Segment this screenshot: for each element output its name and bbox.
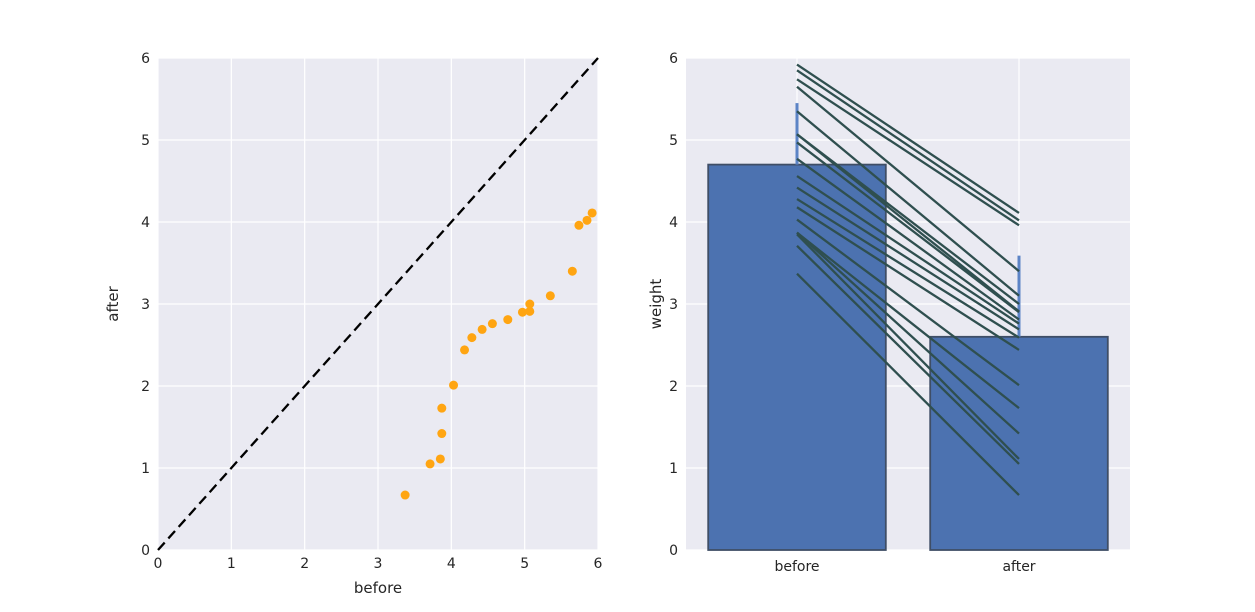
scatter-point xyxy=(467,333,477,343)
y-tick-label: 2 xyxy=(141,379,150,395)
scatter-point xyxy=(487,319,497,329)
scatter-point xyxy=(437,403,447,413)
identity-line-layer xyxy=(157,57,599,551)
bar-tick-labels: 0 1 2 3 4 5 6 xyxy=(669,51,678,559)
paired-line xyxy=(796,231,1020,435)
paired-line xyxy=(796,206,1020,351)
paired-line xyxy=(796,231,1020,410)
x-tick-label: 3 xyxy=(374,556,383,572)
paired-line xyxy=(796,69,1020,222)
bar-after xyxy=(929,335,1109,551)
scatter-point xyxy=(567,266,577,276)
scatter-point xyxy=(582,215,592,225)
scatter-point xyxy=(525,306,535,316)
scatter-point xyxy=(503,315,513,325)
y-tick-label: 5 xyxy=(669,133,678,149)
paired-line xyxy=(796,85,1020,273)
bar-category-label-after: after xyxy=(1002,559,1035,575)
paired-line xyxy=(796,110,1020,297)
x-tick-label: 4 xyxy=(447,556,456,572)
y-tick-label: 2 xyxy=(669,379,678,395)
paired-line xyxy=(796,133,1020,305)
scatter-tick-labels: 0 1 2 3 4 5 6 0 1 2 3 4 5 6 xyxy=(141,51,602,572)
paired-line xyxy=(796,157,1020,321)
paired-line xyxy=(796,198,1020,339)
scatter-point xyxy=(460,345,470,355)
x-tick-label: 1 xyxy=(227,556,236,572)
paired-line xyxy=(796,272,1020,496)
paired-line xyxy=(796,244,1020,465)
y-tick-label: 6 xyxy=(669,51,678,67)
paired-line xyxy=(796,175,1020,325)
scatter-point xyxy=(517,307,527,317)
bar-before xyxy=(707,163,887,551)
y-tick-label: 0 xyxy=(669,543,678,559)
bar-category-label-before: before xyxy=(774,559,819,575)
y-tick-label: 5 xyxy=(141,133,150,149)
scatter-point xyxy=(587,208,597,218)
identity-dashed-line xyxy=(157,57,599,551)
y-tick-label: 4 xyxy=(141,215,150,231)
scatter-yaxis-label: after xyxy=(104,285,122,321)
y-tick-label: 1 xyxy=(141,461,150,477)
paired-lines-layer xyxy=(796,63,1020,496)
bar-yaxis-label: weight xyxy=(647,279,665,330)
paired-line xyxy=(796,141,1020,314)
paired-line xyxy=(796,218,1020,387)
y-tick-label: 4 xyxy=(669,215,678,231)
scatter-point xyxy=(437,429,447,439)
scatter-point xyxy=(435,454,445,464)
scatter-point xyxy=(545,291,555,301)
x-tick-label: 5 xyxy=(520,556,529,572)
y-tick-label: 3 xyxy=(669,297,678,313)
scatter-point xyxy=(400,490,410,500)
y-tick-label: 3 xyxy=(141,297,150,313)
paired-line xyxy=(796,78,1020,227)
paired-line xyxy=(796,186,1020,331)
scatter-point xyxy=(525,299,535,309)
x-tick-label: 2 xyxy=(300,556,309,572)
y-tick-label: 0 xyxy=(141,543,150,559)
scatter-points-layer xyxy=(400,208,597,500)
scatter-xaxis-label: before xyxy=(354,579,402,597)
paired-line xyxy=(796,233,1020,460)
scatter-point xyxy=(425,459,435,469)
y-tick-label: 1 xyxy=(669,461,678,477)
x-tick-label: 0 xyxy=(154,556,163,572)
scatter-point xyxy=(449,380,459,390)
paired-line xyxy=(796,63,1020,214)
y-tick-label: 6 xyxy=(141,51,150,67)
scatter-point xyxy=(574,220,584,230)
scatter-point xyxy=(477,324,487,334)
x-tick-label: 6 xyxy=(594,556,603,572)
